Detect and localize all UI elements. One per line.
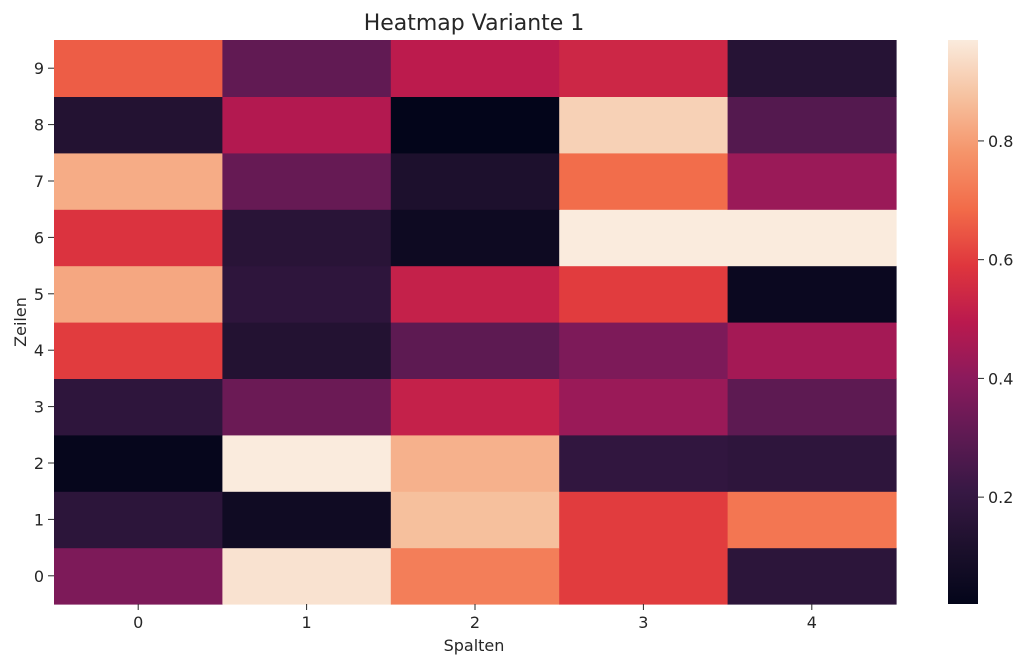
heatmap-cell-r0-c4 bbox=[727, 547, 897, 605]
x-tick-label: 4 bbox=[807, 613, 817, 632]
heatmap-cell-r3-c3 bbox=[559, 378, 729, 436]
colorbar-tick-label: 0.8 bbox=[988, 132, 1013, 151]
y-axis-ticks: 0 1 2 3 4 5 6 7 8 9 bbox=[34, 59, 54, 586]
y-axis-label: Zeilen bbox=[11, 297, 30, 347]
heatmap-cell-r1-c3 bbox=[559, 491, 729, 549]
colorbar-tick-label: 0.6 bbox=[988, 251, 1013, 270]
heatmap-cell-r9-c1 bbox=[222, 40, 392, 97]
heatmap-cell-r3-c1 bbox=[222, 378, 392, 436]
heatmap-cell-r9-c3 bbox=[559, 40, 729, 97]
heatmap-cell-r5-c1 bbox=[222, 265, 392, 323]
heatmap-cell-r4-c4 bbox=[727, 322, 897, 379]
heatmap-cell-r8-c4 bbox=[727, 96, 897, 154]
x-tick-label: 0 bbox=[133, 613, 143, 632]
heatmap-cell-r4-c3 bbox=[559, 322, 729, 379]
heatmap-cell-r7-c4 bbox=[727, 152, 897, 210]
colorbar-tick-label: 0.4 bbox=[988, 369, 1013, 388]
heatmap-cell-r0-c0 bbox=[54, 547, 223, 605]
heatmap-cell-r7-c1 bbox=[222, 152, 392, 210]
heatmap-cell-r2-c1 bbox=[222, 434, 392, 492]
y-tick-label: 7 bbox=[34, 172, 44, 191]
heatmap-cell-r6-c1 bbox=[222, 209, 392, 267]
heatmap-cell-r5-c4 bbox=[727, 265, 897, 323]
heatmap-cell-r9-c0 bbox=[54, 40, 223, 97]
heatmap-cell-r5-c2 bbox=[390, 265, 560, 323]
y-tick-label: 2 bbox=[34, 454, 44, 473]
chart-title: Heatmap Variante 1 bbox=[364, 11, 585, 36]
heatmap-cell-r1-c1 bbox=[222, 491, 392, 549]
heatmap-cell-r2-c0 bbox=[54, 434, 223, 492]
heatmap-cell-r0-c2 bbox=[390, 547, 560, 605]
heatmap-cell-r3-c4 bbox=[727, 378, 897, 436]
heatmap-cell-r9-c4 bbox=[727, 40, 897, 97]
heatmap-cell-r4-c0 bbox=[54, 322, 223, 379]
heatmap-cell-r4-c1 bbox=[222, 322, 392, 379]
y-tick-label: 8 bbox=[34, 116, 44, 135]
heatmap-cell-r4-c2 bbox=[390, 322, 560, 379]
heatmap-cell-r8-c3 bbox=[559, 96, 729, 154]
x-axis-label: Spalten bbox=[444, 636, 505, 655]
colorbar bbox=[948, 40, 978, 604]
x-tick-label: 2 bbox=[470, 613, 480, 632]
heatmap-cell-r6-c2 bbox=[390, 209, 560, 267]
y-tick-label: 9 bbox=[34, 59, 44, 78]
heatmap-cells bbox=[54, 40, 897, 605]
heatmap-cell-r2-c4 bbox=[727, 434, 897, 492]
y-tick-label: 0 bbox=[34, 567, 44, 586]
heatmap-cell-r0-c1 bbox=[222, 547, 392, 605]
heatmap-cell-r5-c0 bbox=[54, 265, 223, 323]
heatmap-cell-r7-c3 bbox=[559, 152, 729, 210]
y-tick-label: 4 bbox=[34, 341, 44, 360]
heatmap-cell-r2-c3 bbox=[559, 434, 729, 492]
colorbar-ticks: 0.2 0.4 0.6 0.8 bbox=[978, 132, 1013, 507]
heatmap-cell-r3-c0 bbox=[54, 378, 223, 436]
y-tick-label: 6 bbox=[34, 228, 44, 247]
heatmap-cell-r1-c0 bbox=[54, 491, 223, 549]
heatmap-cell-r2-c2 bbox=[390, 434, 560, 492]
x-tick-label: 1 bbox=[302, 613, 312, 632]
colorbar-tick-label: 0.2 bbox=[988, 488, 1013, 507]
y-tick-label: 1 bbox=[34, 510, 44, 529]
heatmap-cell-r1-c4 bbox=[727, 491, 897, 549]
heatmap-cell-r7-c0 bbox=[54, 152, 223, 210]
y-tick-label: 5 bbox=[34, 285, 44, 304]
heatmap-cell-r0-c3 bbox=[559, 547, 729, 605]
heatmap-cell-r8-c2 bbox=[390, 96, 560, 154]
heatmap-cell-r7-c2 bbox=[390, 152, 560, 210]
heatmap-cell-r5-c3 bbox=[559, 265, 729, 323]
heatmap-cell-r8-c0 bbox=[54, 96, 223, 154]
heatmap-cell-r6-c0 bbox=[54, 209, 223, 267]
heatmap-cell-r6-c3 bbox=[559, 209, 729, 267]
y-tick-label: 3 bbox=[34, 398, 44, 417]
heatmap-cell-r1-c2 bbox=[390, 491, 560, 549]
heatmap-cell-r3-c2 bbox=[390, 378, 560, 436]
x-tick-label: 3 bbox=[638, 613, 648, 632]
x-axis-ticks: 0 1 2 3 4 bbox=[133, 604, 817, 632]
heatmap-cell-r9-c2 bbox=[390, 40, 560, 97]
heatmap-cell-r6-c4 bbox=[727, 209, 897, 267]
heatmap-cell-r8-c1 bbox=[222, 96, 392, 154]
